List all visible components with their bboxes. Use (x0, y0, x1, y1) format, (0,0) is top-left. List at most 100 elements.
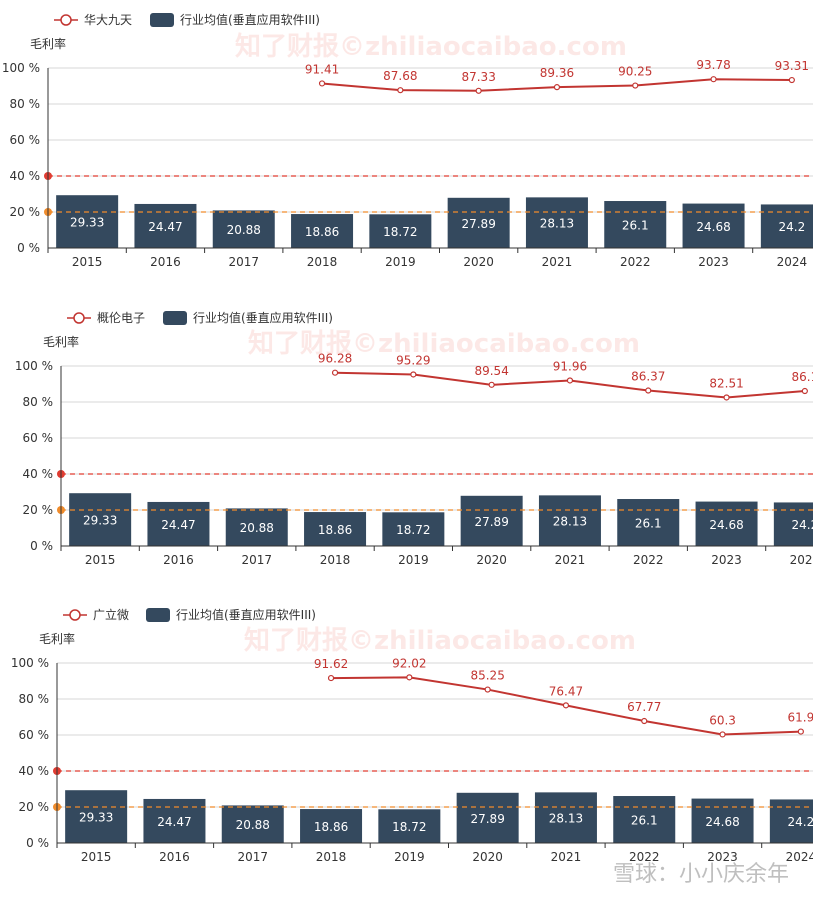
line-point (553, 84, 561, 91)
y-tick-label: 40 % (10, 169, 41, 183)
y-axis-label: 毛利率 (30, 36, 66, 51)
line-value-label: 96.28 (318, 352, 352, 366)
y-tick-label: 40 % (19, 764, 50, 778)
bar (378, 809, 441, 843)
line-point (484, 686, 491, 693)
bar (221, 805, 284, 843)
bar-value-label: 24.68 (705, 815, 739, 829)
bar-value-label: 18.72 (396, 523, 430, 537)
bar (604, 201, 667, 248)
x-tick-label: 2017 (228, 255, 259, 269)
y-tick-label: 100 % (15, 359, 53, 373)
bar (447, 197, 510, 248)
legend-label-industry: 行业均值(垂直应用软件III) (176, 607, 316, 622)
y-tick-label: 0 % (30, 539, 53, 553)
legend-label-company: 广立微 (93, 607, 129, 622)
bar-value-label: 18.72 (383, 225, 417, 239)
bar (225, 508, 288, 546)
chart-panel-3: 0 % 20 % 40 % 60 % 80 % 100 % 毛利率 29.33 24.47 20.… (11, 607, 813, 864)
line-value-label: 82.51 (709, 376, 743, 390)
bar (525, 197, 588, 248)
line-value-label: 92.02 (392, 656, 426, 670)
bar-value-label: 18.72 (392, 820, 426, 834)
x-tick-label: 2022 (629, 850, 660, 864)
bar-value-label: 29.33 (70, 216, 104, 230)
bar (65, 790, 128, 843)
line-value-label: 89.54 (474, 364, 508, 378)
line-value-label: 86.37 (631, 370, 665, 384)
line-point (397, 87, 404, 94)
bar (56, 195, 119, 248)
line-value-label: 61.9 (787, 711, 813, 725)
bar-value-label: 27.89 (470, 812, 504, 826)
x-tick-label: 2017 (241, 553, 272, 567)
line-value-label: 87.68 (383, 69, 417, 83)
line-value-label: 67.77 (627, 700, 661, 714)
bar (291, 214, 354, 248)
bar-value-label: 20.88 (227, 223, 261, 237)
y-tick-label: 0 % (26, 836, 49, 850)
line-value-label: 95.29 (396, 353, 430, 367)
line-value-label: 91.96 (553, 359, 587, 373)
bar-value-label: 24.68 (709, 518, 743, 532)
line-point (788, 76, 795, 84)
x-tick-label: 2019 (394, 850, 425, 864)
line-value-label: 91.62 (314, 657, 348, 671)
bar (613, 796, 676, 843)
bar (691, 798, 754, 843)
legend-bar-swatch (163, 311, 187, 325)
bar (382, 512, 445, 546)
x-tick-label: 2016 (159, 850, 190, 864)
line-value-label: 90.25 (618, 65, 652, 79)
y-tick-label: 100 % (11, 656, 49, 670)
y-tick-label: 40 % (23, 467, 54, 481)
legend-label-industry: 行业均值(垂直应用软件III) (180, 12, 320, 27)
bar-value-label: 24.68 (696, 220, 730, 234)
line-point (801, 387, 808, 395)
line-point (566, 377, 574, 384)
x-tick-label: 2022 (633, 553, 664, 567)
bar (460, 495, 523, 546)
bar (143, 798, 206, 843)
line-value-label: 86.1 (791, 370, 813, 384)
x-tick-label: 2024 (777, 255, 808, 269)
bar-value-label: 24.47 (148, 220, 182, 234)
bar-value-label: 18.86 (318, 523, 352, 537)
bar (695, 501, 758, 546)
x-tick-label: 2015 (72, 255, 103, 269)
bar-value-label: 26.1 (631, 814, 658, 828)
line-point (797, 728, 804, 735)
x-tick-label: 2020 (472, 850, 503, 864)
bar (534, 792, 597, 843)
y-tick-label: 60 % (10, 133, 41, 147)
x-tick-label: 2022 (620, 255, 651, 269)
y-tick-label: 100 % (2, 61, 40, 75)
x-tick-label: 2019 (398, 553, 429, 567)
line-point (406, 674, 413, 681)
line-value-label: 93.31 (775, 59, 809, 73)
x-tick-label: 2017 (237, 850, 268, 864)
bar (69, 493, 132, 546)
legend-label-company: 华大九天 (84, 13, 132, 27)
x-tick-label: 2015 (81, 850, 112, 864)
x-tick-label: 2023 (707, 850, 738, 864)
bar-value-label: 18.86 (305, 225, 339, 239)
bar-value-label: 18.86 (314, 820, 348, 834)
bar-value-label: 20.88 (236, 818, 270, 832)
bar (682, 203, 745, 248)
line-point (410, 371, 417, 378)
bar-value-label: 24.2 (787, 815, 813, 829)
line-point (318, 80, 326, 87)
bar (617, 499, 680, 546)
legend-line-marker (73, 312, 85, 324)
x-tick-label: 2021 (551, 850, 582, 864)
x-tick-label: 2020 (476, 553, 507, 567)
bar (300, 809, 363, 843)
legend-bar-swatch (150, 13, 174, 27)
x-tick-label: 2019 (385, 255, 416, 269)
x-tick-label: 2020 (463, 255, 494, 269)
line-point (723, 394, 730, 401)
bar-value-label: 24.47 (157, 815, 191, 829)
